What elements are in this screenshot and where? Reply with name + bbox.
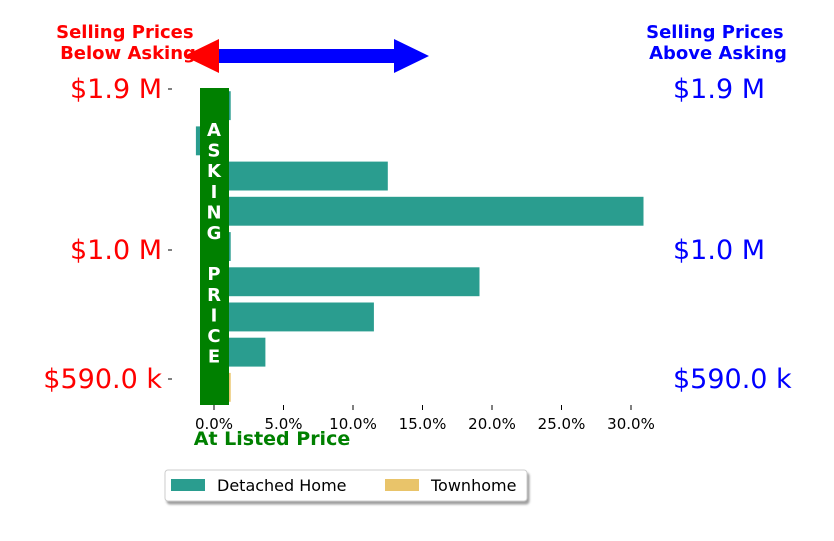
asking-band-letter: K: [207, 161, 222, 182]
asking-band-letter: E: [208, 347, 220, 368]
asking-band-letter: G: [207, 223, 222, 244]
asking-band-letter: A: [207, 120, 221, 141]
asking-band-letter: I: [211, 305, 218, 326]
x-tick-label: 30.0%: [607, 415, 655, 433]
y-tick-label-right: $1.9 M: [673, 74, 765, 105]
below-asking-note-line1: Selling Prices: [56, 22, 193, 43]
x-tick-label: 0.0%: [195, 415, 233, 433]
legend-label-detached: Detached Home: [217, 476, 347, 495]
asking-band-letter: N: [206, 202, 221, 223]
legend: Detached Home Townhome: [164, 469, 528, 502]
asking-band-letter: S: [208, 141, 221, 162]
asking-band-letter: R: [207, 285, 221, 306]
below-asking-note: Selling Prices Below Asking: [56, 22, 200, 64]
detached-bar: [214, 161, 388, 191]
asking-band-letter: I: [211, 182, 218, 203]
y-tick-label-right: $590.0 k: [673, 364, 792, 395]
arrow-shaft: [214, 49, 396, 63]
legend-box: [164, 469, 528, 502]
bar-series-group: [195, 91, 644, 402]
y-tick-label-right: $1.0 M: [673, 235, 765, 266]
y-axis-ticks: $1.9 M $1.0 M $590.0 k $1.9 M $1.0 M $590.0 k: [43, 74, 792, 395]
detached-bar: [214, 302, 374, 332]
y-tick-label-left: $590.0 k: [43, 364, 162, 395]
direction-arrow: [184, 39, 429, 73]
above-asking-note-line1: Selling Prices: [646, 22, 783, 43]
below-asking-note-line2: Below Asking: [60, 43, 196, 64]
asking-band-letter: C: [207, 326, 220, 347]
above-asking-note: Selling Prices Above Asking: [646, 22, 790, 64]
x-tick-label: 20.0%: [468, 415, 516, 433]
asking-price-band: [200, 88, 229, 405]
detached-bar: [214, 196, 644, 226]
asking-band-letter: P: [207, 264, 220, 285]
legend-label-townhome: Townhome: [430, 476, 516, 495]
x-tick-label: 15.0%: [399, 415, 447, 433]
x-tick-label: 25.0%: [538, 415, 586, 433]
x-axis-label: At Listed Price: [194, 428, 350, 450]
above-asking-note-line2: Above Asking: [649, 43, 787, 64]
x-axis-ticks: 0.0% 5.0% 10.0% 15.0% 20.0% 25.0% 30.0%: [195, 405, 655, 433]
x-tick-label: 10.0%: [329, 415, 377, 433]
legend-swatch-detached: [171, 479, 205, 491]
detached-bar: [214, 267, 480, 297]
y-tick-label-left: $1.0 M: [70, 235, 162, 266]
arrow-head-left-icon: [184, 39, 219, 73]
arrow-head-right-icon: [394, 39, 429, 73]
y-tick-label-left: $1.9 M: [70, 74, 162, 105]
legend-swatch-townhome: [385, 479, 419, 491]
x-tick-label: 5.0%: [264, 415, 302, 433]
